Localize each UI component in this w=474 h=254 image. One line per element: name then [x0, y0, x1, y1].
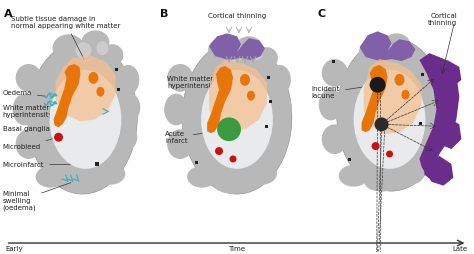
Circle shape [215, 147, 223, 155]
Ellipse shape [383, 33, 410, 57]
PathPatch shape [362, 65, 388, 132]
Bar [118, 88, 120, 91]
Ellipse shape [36, 166, 65, 188]
Bar [195, 161, 198, 164]
Ellipse shape [96, 87, 104, 97]
PathPatch shape [426, 156, 453, 186]
PathPatch shape [364, 59, 421, 134]
Bar [269, 100, 272, 103]
Ellipse shape [95, 163, 125, 185]
Ellipse shape [401, 90, 410, 100]
PathPatch shape [207, 66, 233, 133]
Ellipse shape [164, 94, 188, 125]
Ellipse shape [62, 174, 100, 194]
Text: Wallerian
degeneration: Wallerian degeneration [0, 253, 1, 254]
Bar [95, 162, 100, 166]
Text: Basal ganglia: Basal ganglia [3, 122, 62, 132]
Ellipse shape [240, 74, 250, 86]
Ellipse shape [354, 70, 426, 169]
PathPatch shape [55, 55, 115, 121]
Text: Early: Early [6, 246, 23, 252]
Bar [419, 122, 422, 125]
Text: B: B [160, 9, 169, 19]
Ellipse shape [337, 38, 447, 191]
Circle shape [54, 133, 63, 142]
Circle shape [372, 142, 380, 150]
Text: Acute
infarct: Acute infarct [165, 130, 226, 144]
Bar [347, 158, 351, 161]
Ellipse shape [272, 94, 292, 121]
Bar [332, 60, 335, 63]
Bar [115, 68, 118, 71]
Ellipse shape [359, 40, 389, 66]
Ellipse shape [101, 44, 123, 66]
Ellipse shape [322, 59, 347, 87]
PathPatch shape [433, 116, 461, 149]
Circle shape [374, 117, 389, 131]
Text: White matter
hyperintensity: White matter hyperintensity [3, 105, 56, 118]
PathPatch shape [360, 31, 416, 61]
Circle shape [229, 155, 237, 162]
Text: Incident
lacune: Incident lacune [312, 85, 375, 99]
Text: C: C [318, 9, 326, 19]
Text: A: A [4, 9, 12, 19]
Ellipse shape [187, 166, 217, 188]
Circle shape [370, 77, 385, 93]
PathPatch shape [419, 53, 459, 179]
Ellipse shape [27, 41, 137, 194]
PathPatch shape [209, 60, 267, 131]
Ellipse shape [256, 47, 278, 69]
Text: Late: Late [452, 246, 467, 252]
Ellipse shape [267, 124, 289, 150]
Circle shape [386, 151, 393, 157]
Ellipse shape [13, 94, 36, 125]
Bar [265, 125, 268, 128]
Ellipse shape [213, 174, 251, 194]
Text: Microinfarct: Microinfarct [3, 162, 95, 168]
Ellipse shape [247, 163, 277, 185]
Ellipse shape [201, 70, 273, 169]
Ellipse shape [96, 41, 109, 55]
Circle shape [217, 117, 241, 141]
Ellipse shape [167, 64, 193, 92]
Text: Cortical
thinning: Cortical thinning [428, 12, 457, 26]
Bar [421, 73, 424, 76]
Ellipse shape [247, 91, 255, 101]
Ellipse shape [118, 65, 139, 95]
Ellipse shape [16, 129, 42, 159]
Ellipse shape [208, 37, 238, 63]
Ellipse shape [89, 72, 99, 84]
Ellipse shape [319, 89, 343, 120]
PathPatch shape [209, 33, 265, 60]
Text: White matter
hyperintensity: White matter hyperintensity [167, 76, 221, 89]
Ellipse shape [394, 74, 404, 86]
Bar [267, 76, 270, 79]
Ellipse shape [235, 36, 263, 60]
Ellipse shape [269, 65, 291, 95]
Text: Cortical thinning: Cortical thinning [208, 12, 266, 19]
Ellipse shape [394, 163, 424, 185]
Text: Microbleed: Microbleed [3, 138, 56, 150]
PathPatch shape [54, 64, 81, 127]
Ellipse shape [75, 42, 91, 58]
Ellipse shape [167, 129, 193, 159]
Text: Time: Time [228, 246, 246, 252]
Ellipse shape [82, 30, 109, 54]
Ellipse shape [182, 41, 292, 194]
Text: Minimal
swelling
(oedema): Minimal swelling (oedema) [3, 183, 71, 211]
Ellipse shape [251, 46, 263, 60]
Ellipse shape [378, 43, 395, 59]
Ellipse shape [322, 124, 347, 154]
PathPatch shape [438, 60, 461, 87]
Ellipse shape [120, 94, 140, 121]
Ellipse shape [115, 124, 137, 150]
Ellipse shape [53, 34, 84, 62]
Ellipse shape [227, 46, 243, 62]
Ellipse shape [50, 70, 121, 169]
Text: Subtle tissue damage in
normal appearing white matter: Subtle tissue damage in normal appearing… [11, 15, 120, 59]
Ellipse shape [364, 172, 399, 192]
Ellipse shape [339, 165, 369, 187]
Text: Oedema: Oedema [3, 90, 46, 96]
Ellipse shape [16, 64, 42, 92]
